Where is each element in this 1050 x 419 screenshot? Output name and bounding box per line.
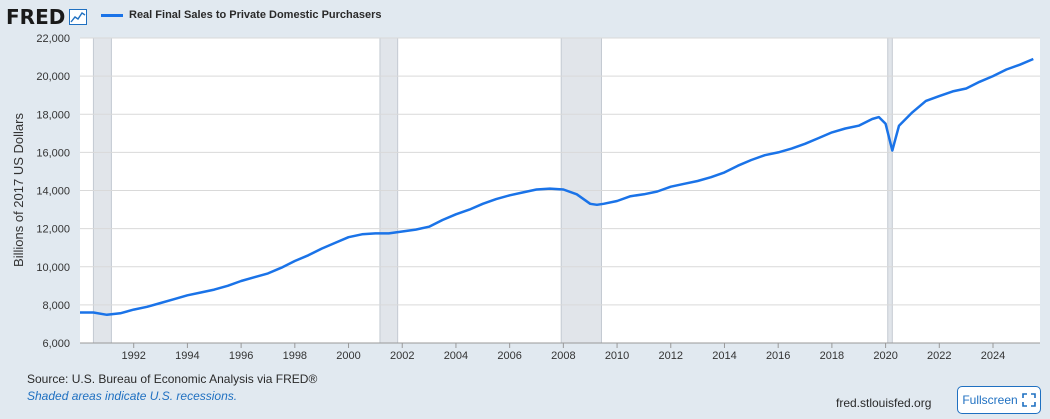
x-tick-label: 2008 [551, 350, 575, 362]
x-tick-label: 1992 [121, 350, 145, 362]
y-tick-label: 6,000 [42, 338, 70, 350]
y-axis-label: Billions of 2017 US Dollars [11, 113, 26, 267]
x-tick-label: 2018 [820, 350, 844, 362]
x-tick-label: 2010 [605, 350, 629, 362]
y-tick-label: 10,000 [36, 262, 70, 274]
source-text: Source: U.S. Bureau of Economic Analysis… [27, 372, 318, 386]
x-tick-label: 1994 [175, 350, 199, 362]
y-tick-label: 20,000 [36, 71, 70, 83]
x-tick-label: 1996 [229, 350, 253, 362]
fullscreen-button[interactable]: Fullscreen [957, 386, 1041, 414]
line-chart-icon [69, 9, 88, 25]
x-tick-label: 2024 [981, 350, 1005, 362]
x-tick-label: 2016 [766, 350, 790, 362]
fred-logo[interactable]: FRED [6, 5, 88, 29]
x-tick-label: 1998 [283, 350, 307, 362]
series-layer [80, 57, 1034, 317]
site-link[interactable]: fred.stlouisfed.org [836, 396, 932, 410]
y-tick-label: 16,000 [36, 147, 70, 159]
x-tick-label: 2002 [390, 350, 414, 362]
y-tick-label: 12,000 [36, 224, 70, 236]
x-tick-label: 2004 [444, 350, 468, 362]
y-tick-label: 14,000 [36, 186, 70, 198]
recession-note: Shaded areas indicate U.S. recessions. [27, 389, 238, 403]
fred-logo-text: FRED [6, 5, 66, 29]
expand-icon [1021, 393, 1036, 407]
y-tick-label: 18,000 [36, 109, 70, 121]
x-tick-label: 2006 [497, 350, 521, 362]
y-tick-label: 22,000 [36, 33, 70, 45]
series-line[interactable] [80, 57, 1034, 317]
x-tick-label: 2000 [336, 350, 360, 362]
y-axis: 6,000 8,000 10,000 12,000 14,000 16,000 18,000… [36, 33, 70, 350]
series-legend-swatch [101, 13, 123, 17]
series-legend: Real Final Sales to Private Domestic Pur… [101, 9, 382, 21]
x-tick-label: 2022 [927, 350, 951, 362]
y-tick-label: 8,000 [42, 300, 70, 312]
series-legend-label: Real Final Sales to Private Domestic Pur… [129, 9, 382, 21]
x-tick-label: 2014 [712, 350, 736, 362]
x-tick-label: 2020 [873, 350, 897, 362]
x-axis: 1992 1994 1996 1998 2000 2002 2004 2006 2008 2010… [80, 342, 1040, 362]
fullscreen-label: Fullscreen [962, 393, 1018, 407]
x-tick-label: 2012 [659, 350, 683, 362]
